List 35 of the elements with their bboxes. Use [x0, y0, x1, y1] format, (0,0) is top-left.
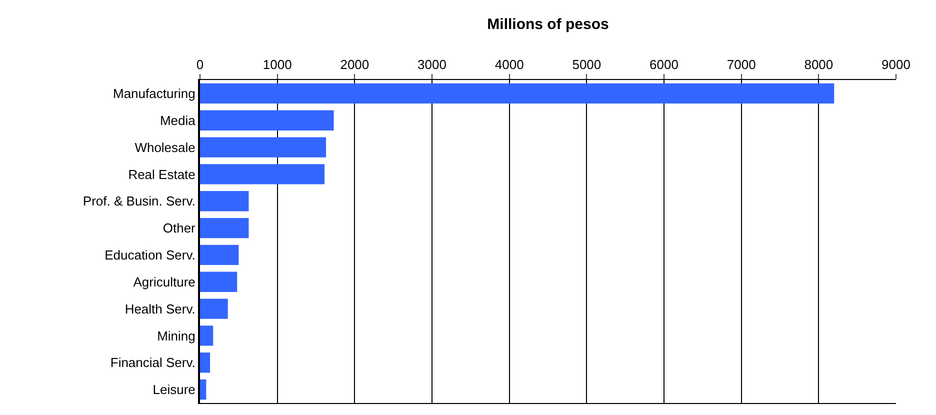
bar: [200, 326, 214, 346]
y-tick-label: Manufacturing: [113, 86, 196, 102]
x-tick-label: 9000: [882, 56, 910, 72]
bar: [200, 379, 206, 400]
bar: [200, 83, 834, 104]
y-tick-label: Mining: [157, 328, 196, 344]
chart-title: Millions of pesos: [487, 16, 609, 34]
y-tick-label: Prof. & Busin. Serv.: [82, 194, 196, 209]
bar: [200, 352, 210, 373]
y-tick-label: Real Estate: [128, 166, 196, 182]
x-tick-label: 1000: [262, 56, 292, 72]
x-tick-label: 4000: [494, 56, 524, 72]
bar: [200, 164, 325, 184]
x-tick-label: 2000: [340, 56, 370, 72]
y-tick-label: Leisure: [152, 382, 196, 398]
bar: [200, 137, 326, 158]
y-tick-label: Other: [162, 220, 196, 236]
y-tick-label: Health Serv.: [124, 301, 196, 316]
y-tick-label: Education Serv.: [104, 248, 196, 263]
y-tick-label: Media: [160, 112, 196, 128]
y-tick-label: Financial Serv.: [110, 355, 196, 370]
bar: [200, 244, 239, 266]
x-tick-label: 6000: [650, 56, 678, 72]
y-tick-label: Wholesale: [134, 140, 196, 155]
x-tick-label: 5000: [572, 56, 602, 72]
bar: [200, 191, 249, 212]
x-tick-label: 3000: [418, 56, 446, 72]
x-tick-label: 7000: [726, 56, 756, 72]
bar: [200, 298, 228, 319]
x-tick-label: 8000: [804, 56, 834, 72]
bar: [200, 272, 238, 292]
x-tick-label: 0: [196, 56, 204, 72]
bar: [200, 110, 334, 130]
y-tick-label: Agriculture: [133, 274, 196, 290]
bar: [200, 218, 249, 238]
